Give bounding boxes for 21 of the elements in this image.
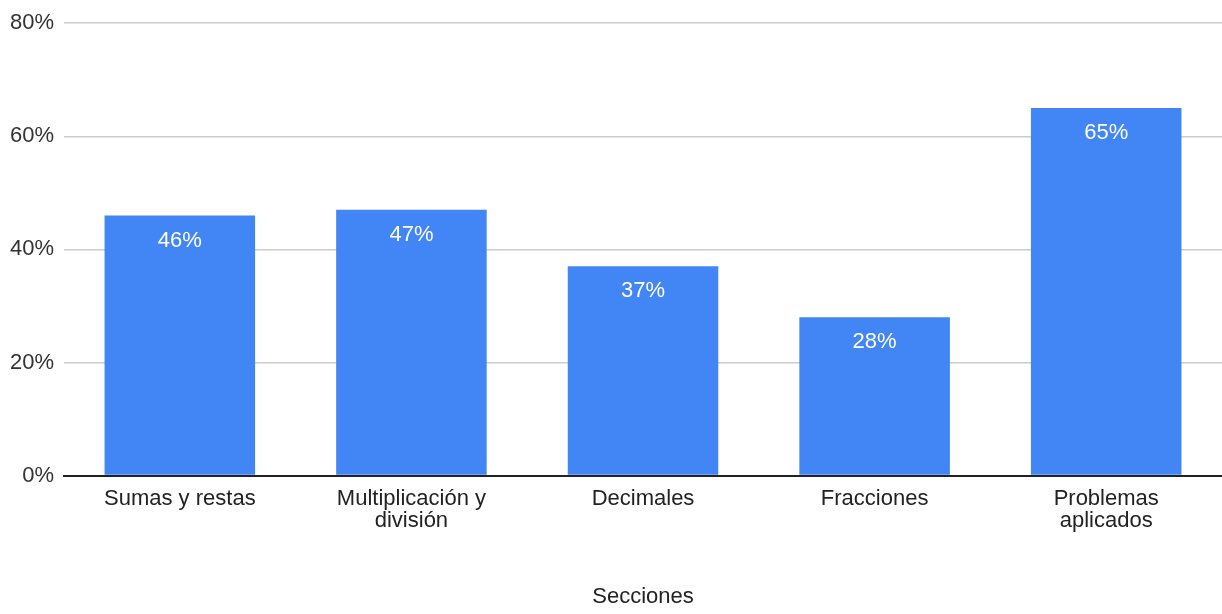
bar xyxy=(1030,108,1182,475)
bar xyxy=(336,209,487,475)
data-label: 46% xyxy=(157,226,202,252)
x-tick-label: Multiplicación y división xyxy=(336,484,487,532)
data-label: 47% xyxy=(389,220,434,246)
bar xyxy=(567,266,719,475)
y-tick-label: 80% xyxy=(9,9,55,35)
y-tick-label: 0% xyxy=(22,461,55,487)
x-tick-label: Sumas y restas xyxy=(104,484,256,510)
y-tick-label: 40% xyxy=(9,235,55,261)
y-tick-label: 60% xyxy=(9,122,55,148)
data-label: 65% xyxy=(1084,119,1129,145)
x-tick-label: Problemas aplicados xyxy=(1053,484,1159,532)
x-tick-label: Decimales xyxy=(591,484,695,510)
data-label: 28% xyxy=(852,328,897,354)
x-axis-title: Secciones xyxy=(592,582,694,608)
bar xyxy=(799,317,950,475)
data-label: 37% xyxy=(620,277,666,303)
x-tick-label: Fracciones xyxy=(820,484,929,510)
y-tick-label: 20% xyxy=(9,348,55,374)
bar xyxy=(104,215,256,475)
